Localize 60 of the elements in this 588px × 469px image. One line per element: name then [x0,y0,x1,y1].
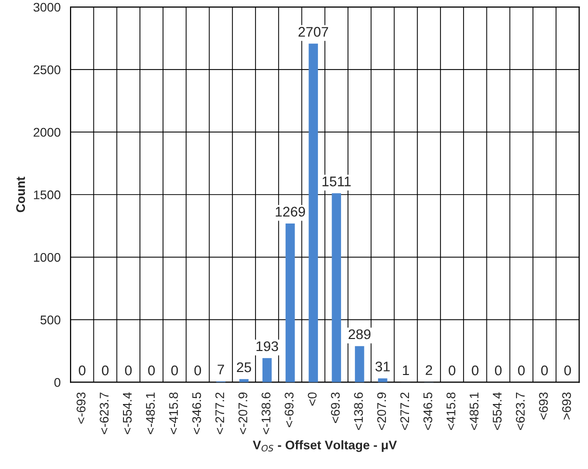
bar [239,379,249,382]
data-label: 0 [564,365,571,376]
x-tick-label: <485.1 [470,392,478,430]
x-axis-title: V$_{OS}$ - Offset Voltage - μV [252,440,397,452]
x-tick-label: <-485.1 [146,392,155,434]
x-tick-label: <346.5 [423,392,432,430]
data-label: 1511 [322,176,351,186]
data-label: 25 [236,362,252,372]
data-label: 1 [402,366,409,376]
bar [378,378,388,382]
x-tick-label: <-207.9 [238,392,248,434]
data-label: 0 [541,365,548,376]
x-tick-label: <-693 [76,392,86,424]
data-label: 193 [256,341,278,352]
x-tick-label: <-346.5 [192,392,202,434]
x-tick-label: <-415.8 [169,392,178,434]
bar [308,44,318,382]
bar [262,358,272,382]
data-label: 0 [472,365,478,376]
x-tick-label: <138.6 [354,392,363,430]
bar [286,224,295,382]
x-tick-label: <415.8 [446,392,456,430]
y-tick-label: 1000 [34,252,60,262]
x-tick-label: >693 [562,392,571,420]
y-tick-label: 3000 [34,2,60,12]
x-tick-label: <-69.3 [284,392,294,428]
x-tick-label: <-277.2 [215,392,224,434]
x-tick-label: <207.9 [377,392,386,430]
x-tick-label: <554.4 [492,392,502,430]
data-label: 0 [194,365,202,376]
y-tick-label: 500 [40,316,60,324]
bar [332,193,342,382]
data-label: 1269 [276,206,305,217]
data-label: 2707 [298,26,328,37]
x-tick-label: <0 [308,392,317,406]
data-label: 0 [148,365,155,376]
bar [354,346,364,382]
x-tick-label: <-138.6 [262,392,270,434]
x-tick-label: <-623.7 [100,392,109,434]
data-label: 0 [78,365,86,376]
x-tick-label: <-554.4 [122,392,132,434]
data-label: 0 [494,365,502,376]
data-label: 2 [426,365,432,375]
data-label: 7 [218,364,224,374]
data-label: 31 [375,362,390,372]
x-tick-label: <277.2 [400,392,410,430]
y-axis-title: Count [16,176,26,212]
data-label: 0 [171,365,178,376]
y-tick-label: 1500 [34,190,60,200]
x-tick-label: <69.3 [330,392,340,423]
data-label: 0 [125,365,132,376]
y-tick-label: 2000 [34,128,60,137]
y-tick-label: 0 [54,378,60,387]
data-label: 289 [348,329,370,340]
data-label: 0 [518,365,525,376]
y-tick-label: 2500 [34,65,60,74]
data-label: 0 [448,365,456,376]
data-label: 0 [102,365,109,376]
x-tick-label: <693 [539,392,548,420]
x-tick-label: <623.7 [516,392,525,430]
